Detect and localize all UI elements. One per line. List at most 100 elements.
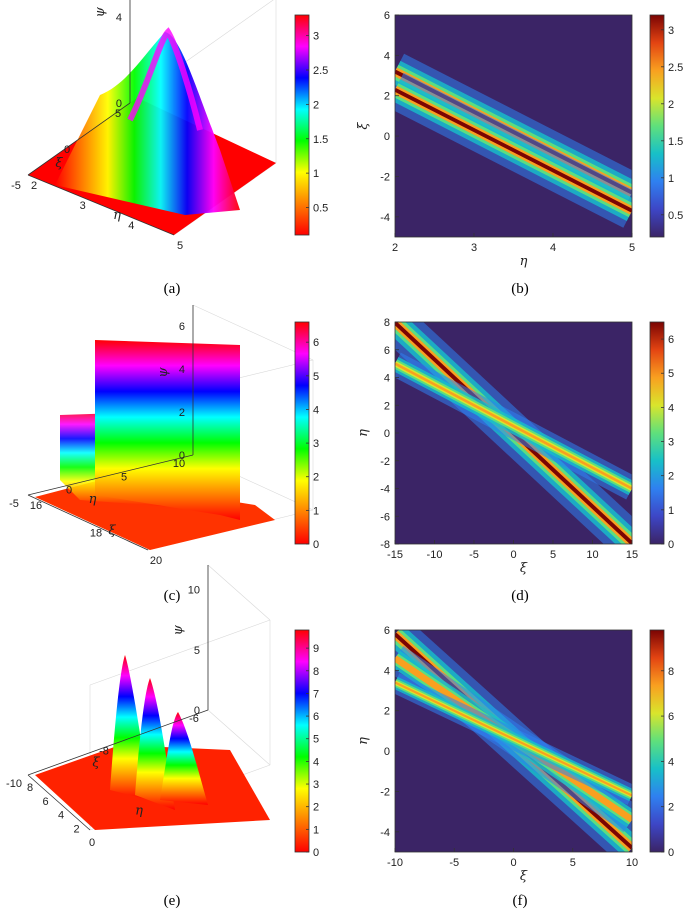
colorbar-tick-label: 2 bbox=[313, 99, 319, 111]
z-axis-label: ψ bbox=[171, 624, 186, 635]
y-tick-label: -5 bbox=[9, 498, 19, 510]
x-tick-label: 3 bbox=[80, 200, 86, 212]
y-axis-label: η bbox=[356, 429, 371, 437]
x-tick-label: 3 bbox=[471, 242, 477, 254]
y-tick-label: -4 bbox=[380, 484, 390, 496]
colorbar: 0.5 1 1.5 2 2.5 3 bbox=[294, 14, 328, 236]
colorbar-tick-label: 4 bbox=[668, 756, 674, 768]
x-axis-label: ξ bbox=[520, 561, 528, 576]
z-tick-label: 5 bbox=[194, 645, 200, 657]
colorbar-tick-label: 3 bbox=[313, 31, 319, 43]
colorbar-tick-label: 5 bbox=[313, 734, 319, 746]
x-tick-label: 4 bbox=[128, 220, 134, 232]
x-axis-label: η bbox=[520, 254, 528, 269]
colorbar-tick-label: 6 bbox=[668, 334, 674, 346]
panel-caption: (a) bbox=[164, 281, 181, 297]
colorbar-tick-label: 0 bbox=[313, 539, 319, 551]
y-tick-label: 4 bbox=[384, 665, 390, 677]
axis-line bbox=[27, 494, 149, 551]
surface-plot: 16 18 20 10 5 0 -5 0 2 4 6 ξ η ψ bbox=[9, 304, 314, 567]
x-tick-label: 0 bbox=[89, 837, 95, 849]
colorbar-tick-label: 3 bbox=[313, 438, 319, 450]
x-tick-label: 16 bbox=[30, 500, 42, 512]
colorbar-tick-label: 2 bbox=[668, 471, 674, 483]
colorbar-tick-label: 3 bbox=[668, 25, 674, 37]
colorbar-gradient bbox=[649, 321, 665, 545]
ridge-crest bbox=[127, 27, 203, 131]
colorbar-tick-label: 4 bbox=[313, 404, 319, 416]
colorbar-tick-label: 8 bbox=[313, 666, 319, 678]
y-tick-label: -6 bbox=[380, 511, 390, 523]
x-tick-label: 8 bbox=[27, 782, 33, 794]
panel-caption: (e) bbox=[164, 893, 181, 909]
y-tick-label: 2 bbox=[384, 400, 390, 412]
colorbar-tick-label: 1 bbox=[313, 824, 319, 836]
colorbar-tick-label: 5 bbox=[668, 368, 674, 380]
z-axis-label: ψ bbox=[93, 6, 108, 17]
colorbar: 0.5 1 1.5 2 2.5 3 bbox=[649, 14, 683, 238]
colorbar-tick-label: 3 bbox=[313, 779, 319, 791]
y-tick-label: -10 bbox=[6, 778, 22, 790]
x-axis-label: η bbox=[113, 208, 121, 223]
axis-line bbox=[27, 174, 175, 236]
surface-e bbox=[35, 655, 270, 830]
soliton-ridge bbox=[55, 32, 240, 215]
x-axis-label: ξ bbox=[520, 869, 528, 884]
colorbar-gradient bbox=[294, 629, 310, 853]
colorbar-tick-label: 8 bbox=[668, 666, 674, 678]
z-tick-label: 6 bbox=[179, 321, 185, 333]
axis-line bbox=[27, 774, 91, 831]
soliton-ridge-high bbox=[95, 340, 240, 520]
y-tick-label: 4 bbox=[384, 373, 390, 385]
y-axis-label: ξ bbox=[92, 756, 100, 771]
y-tick-label: -4 bbox=[380, 212, 390, 224]
x-tick-label: -15 bbox=[387, 549, 403, 561]
x-tick-label: 4 bbox=[58, 810, 64, 822]
z-tick-label: 2 bbox=[179, 407, 185, 419]
colorbar-tick-label: 3 bbox=[668, 437, 674, 449]
panel-caption: (f) bbox=[513, 893, 528, 909]
x-tick-label: 5 bbox=[629, 242, 635, 254]
colorbar-tick-label: 2 bbox=[668, 99, 674, 111]
peak-3 bbox=[160, 712, 208, 805]
colorbar-tick-label: 0 bbox=[668, 847, 674, 859]
colorbar-tick-label: 1 bbox=[668, 173, 674, 185]
y-axis-label: ξ bbox=[356, 122, 371, 130]
x-tick-label: 2 bbox=[392, 242, 398, 254]
z-tick-label: 4 bbox=[179, 364, 185, 376]
colorbar-tick-label: 0.5 bbox=[668, 210, 683, 222]
heatmap-plot: -15 -10 -5 0 5 10 15 8 6 4 2 0 -2 -4 -6 -8 ξ η bbox=[356, 317, 638, 576]
y-tick-label: 2 bbox=[384, 91, 390, 103]
axis-box-edge bbox=[173, 0, 274, 71]
y-tick-label: -8 bbox=[99, 746, 109, 758]
z-tick-label: 4 bbox=[116, 12, 122, 24]
axis-box-edge bbox=[207, 709, 271, 766]
z-tick-label: 10 bbox=[188, 585, 200, 597]
y-tick-label: 8 bbox=[384, 317, 390, 329]
y-tick-label: -5 bbox=[11, 180, 21, 192]
colorbar-tick-label: 5 bbox=[313, 371, 319, 383]
panel-caption: (c) bbox=[164, 588, 181, 604]
data-band bbox=[395, 362, 632, 490]
heatmap-plot: 2 3 4 5 6 4 2 0 -2 -4 η ξ bbox=[356, 10, 635, 269]
x-tick-label: 20 bbox=[150, 555, 162, 567]
y-tick-label: 0 bbox=[384, 428, 390, 440]
colorbar-gradient bbox=[649, 14, 665, 238]
y-tick-label: -2 bbox=[380, 786, 390, 798]
colorbar-tick-label: 4 bbox=[668, 402, 674, 414]
y-tick-label: 6 bbox=[384, 10, 390, 22]
y-tick-label: 0 bbox=[384, 746, 390, 758]
colorbar-tick-label: 2.5 bbox=[313, 65, 328, 77]
colorbar-tick-label: 2 bbox=[313, 802, 319, 814]
x-tick-label: 5 bbox=[550, 549, 556, 561]
y-tick-label: 5 bbox=[121, 471, 127, 483]
surface-a bbox=[28, 27, 276, 235]
heatmap-bands bbox=[395, 53, 632, 228]
heatmap-bands bbox=[395, 630, 632, 852]
y-tick-label: -6 bbox=[189, 713, 199, 725]
z-tick-label: 0 bbox=[116, 98, 122, 110]
colorbar-tick-label: 4 bbox=[313, 756, 319, 768]
axis-box-edge bbox=[192, 304, 314, 361]
colorbar-tick-label: 0 bbox=[313, 847, 319, 859]
